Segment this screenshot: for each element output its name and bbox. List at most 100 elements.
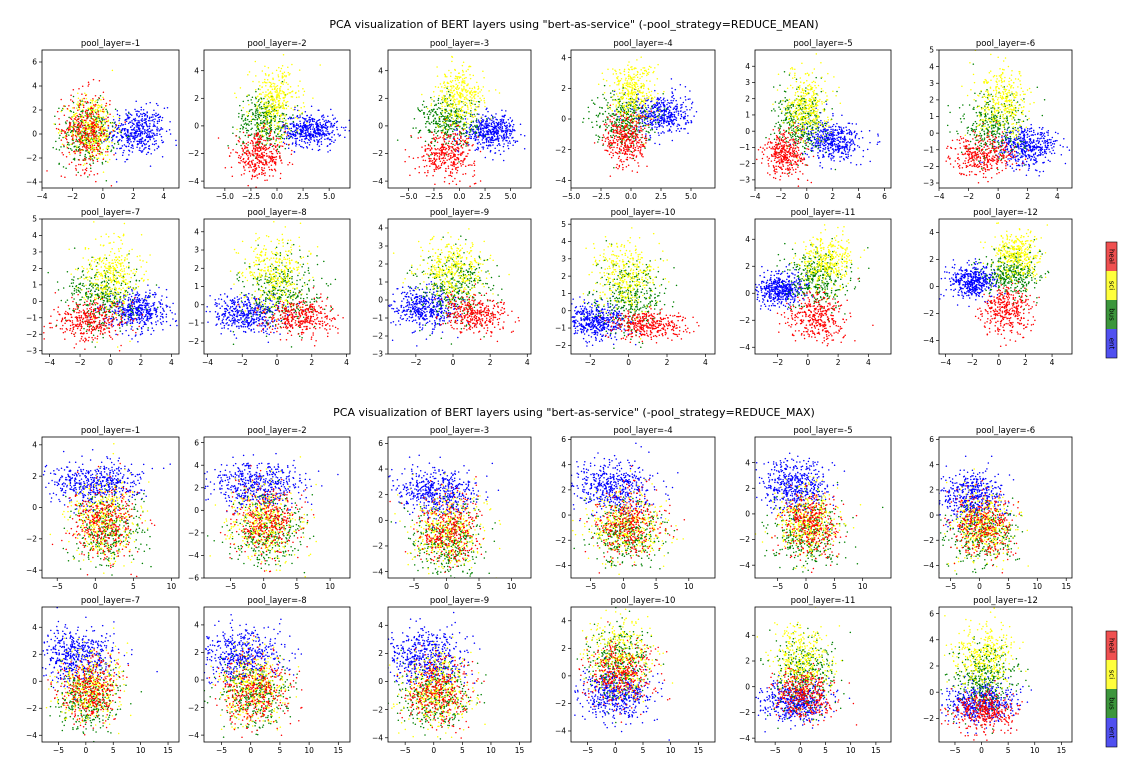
point-heal [449,157,452,159]
point-heal [100,151,102,154]
point-ent [294,137,296,140]
point-sci [276,114,279,117]
point-heal [61,152,63,154]
point-heal [449,172,452,174]
point-ent [663,112,665,115]
point-bus [441,125,443,127]
point-ent [309,119,312,121]
point-ent [479,131,481,134]
point-heal [451,168,454,170]
point-sci [81,114,83,117]
point-bus [465,131,467,134]
point-bus [250,128,252,131]
point-sci [97,137,100,140]
point-sci [465,96,467,98]
point-ent [670,125,672,128]
point-heal [260,160,262,162]
point-ent [682,116,685,119]
point-ent [157,104,159,107]
subplot-title: pool_layer=-2 [247,39,306,49]
point-sci [297,90,300,92]
point-bus [455,114,458,116]
point-ent [140,109,142,111]
point-ent [673,107,675,110]
point-bus [274,120,276,123]
point-heal [62,154,65,156]
point-heal [434,159,437,162]
point-heal [438,137,440,140]
point-bus [465,124,467,126]
point-ent [309,128,312,131]
point-bus [102,124,105,126]
point-sci [62,108,65,110]
point-sci [111,141,113,144]
point-ent [478,113,480,115]
point-heal [80,174,82,177]
point-sci [461,114,464,116]
point-bus [470,121,473,123]
point-heal [260,145,263,148]
point-ent [655,123,657,125]
point-ent [507,129,509,132]
point-ent [480,125,482,127]
point-sci [278,66,280,69]
point-ent [297,127,299,130]
point-heal [83,119,86,122]
point-ent [499,153,502,156]
point-sci [289,92,292,94]
point-ent [123,144,126,146]
point-sci [469,102,471,105]
point-heal [461,147,464,149]
point-sci [94,148,97,151]
point-sci [454,99,456,101]
point-ent [488,136,490,139]
point-ent [287,147,290,149]
point-sci [451,60,453,63]
point-sci [456,77,458,80]
point-sci [488,90,490,92]
point-sci [279,114,282,116]
point-ent [290,133,292,135]
point-ent [290,135,293,138]
point-sci [480,116,482,118]
point-heal [78,159,81,161]
point-ent [156,120,159,122]
point-sci [268,104,270,107]
point-ent [136,113,138,116]
point-heal [254,164,257,167]
point-ent [111,140,113,142]
point-bus [70,130,73,132]
point-sci [101,120,104,123]
point-ent [665,121,668,123]
point-sci [82,100,85,103]
point-ent [311,117,313,120]
point-heal [430,141,433,143]
point-ent [144,113,147,116]
point-heal [467,144,469,147]
point-bus [440,129,442,132]
point-sci [101,153,104,156]
point-sci [269,99,272,101]
point-heal [261,169,264,172]
point-heal [469,164,471,166]
point-ent [319,128,322,131]
point-ent [498,142,500,145]
point-ent [669,118,671,121]
point-sci [457,88,460,90]
point-ent [322,114,325,116]
point-bus [469,124,471,126]
point-ent [336,128,338,131]
point-heal [453,165,455,167]
point-ent [664,100,666,102]
point-ent [320,137,322,140]
point-ent [684,123,687,125]
point-heal [98,97,100,99]
point-ent [153,113,155,116]
point-heal [268,128,270,130]
point-bus [247,136,250,138]
point-sci [319,64,321,66]
point-bus [442,115,444,118]
point-ent [667,101,669,104]
point-sci [469,65,472,68]
point-ent [325,121,328,124]
